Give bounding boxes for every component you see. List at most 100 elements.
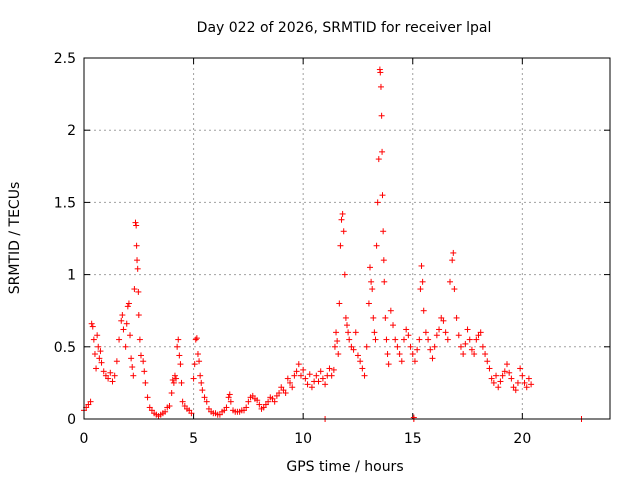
- data-point: [431, 343, 438, 350]
- data-point: [93, 365, 100, 372]
- data-point: [173, 375, 180, 382]
- data-point: [135, 312, 142, 319]
- data-point: [419, 278, 426, 285]
- data-point: [313, 372, 320, 379]
- data-point: [282, 390, 289, 397]
- data-point: [350, 346, 357, 353]
- data-point: [133, 242, 140, 249]
- data-point: [196, 358, 203, 365]
- data-point: [95, 343, 102, 350]
- data-point: [341, 271, 348, 278]
- data-point: [132, 219, 139, 226]
- data-point: [335, 351, 342, 358]
- data-point: [300, 366, 307, 373]
- data-point: [354, 352, 361, 359]
- data-point: [179, 398, 186, 405]
- data-point: [337, 242, 344, 249]
- data-point: [468, 346, 475, 353]
- data-point: [319, 375, 326, 382]
- data-point: [330, 366, 337, 373]
- data-point: [306, 371, 313, 378]
- y-axis-label: SRMTID / TECUs: [7, 182, 23, 295]
- data-point: [473, 336, 480, 343]
- data-point: [488, 375, 495, 382]
- data-point: [420, 307, 427, 314]
- data-point: [371, 329, 378, 336]
- data-point: [390, 322, 397, 329]
- data-point: [367, 264, 374, 271]
- data-point: [87, 398, 94, 405]
- data-point: [382, 314, 389, 321]
- data-point: [508, 375, 515, 382]
- data-point: [333, 329, 340, 336]
- data-point: [451, 286, 458, 293]
- data-point: [136, 336, 143, 343]
- data-point: [284, 375, 291, 382]
- data-point: [287, 379, 294, 386]
- data-point: [91, 351, 98, 358]
- data-point: [120, 326, 127, 333]
- data-point: [289, 384, 296, 391]
- data-point: [271, 398, 278, 405]
- data-point: [107, 369, 114, 376]
- data-point: [226, 391, 233, 398]
- data-point: [188, 410, 195, 417]
- data-point: [194, 351, 201, 358]
- data-point: [88, 320, 95, 327]
- data-point: [418, 262, 425, 269]
- data-point: [162, 408, 169, 415]
- data-point: [125, 300, 132, 307]
- data-point: [317, 368, 324, 375]
- data-point: [479, 343, 486, 350]
- data-point: [490, 379, 497, 386]
- data-point: [227, 398, 234, 405]
- data-point: [308, 384, 315, 391]
- data-point: [123, 320, 130, 327]
- data-point: [378, 112, 385, 119]
- data-point: [405, 332, 412, 339]
- data-point: [276, 390, 283, 397]
- data-point: [381, 278, 388, 285]
- data-point: [422, 329, 429, 336]
- data-point: [176, 352, 183, 359]
- data-point: [168, 390, 175, 397]
- data-point: [450, 249, 457, 256]
- data-point: [433, 332, 440, 339]
- x-tick-label: 20: [513, 431, 531, 447]
- data-point: [482, 351, 489, 358]
- data-point: [254, 397, 261, 404]
- data-point: [302, 375, 309, 382]
- data-point: [94, 332, 101, 339]
- data-point: [486, 365, 493, 372]
- data-point: [129, 364, 136, 371]
- data-point: [512, 387, 519, 394]
- data-point: [460, 351, 467, 358]
- data-point: [135, 288, 142, 295]
- data-point: [384, 351, 391, 358]
- chart-title: Day 022 of 2026, SRMTID for receiver lpa…: [197, 20, 492, 36]
- data-point: [243, 404, 250, 411]
- data-point: [352, 329, 359, 336]
- data-point: [525, 375, 532, 382]
- data-point: [297, 372, 304, 379]
- data-point: [177, 361, 184, 368]
- data-point: [127, 332, 134, 339]
- data-point: [440, 317, 447, 324]
- data-point: [133, 222, 140, 229]
- data-point: [334, 338, 341, 345]
- data-point: [361, 372, 368, 379]
- data-point: [457, 343, 464, 350]
- data-point: [89, 323, 96, 330]
- data-point: [436, 326, 443, 333]
- data-point: [400, 336, 407, 343]
- data-point: [326, 365, 333, 372]
- data-point: [256, 401, 263, 408]
- data-point: [414, 346, 421, 353]
- data-point: [493, 372, 500, 379]
- data-point: [118, 317, 125, 324]
- data-point: [304, 381, 311, 388]
- data-point: [119, 312, 126, 319]
- data-point: [140, 358, 147, 365]
- data-point: [497, 378, 504, 385]
- data-point: [501, 368, 508, 375]
